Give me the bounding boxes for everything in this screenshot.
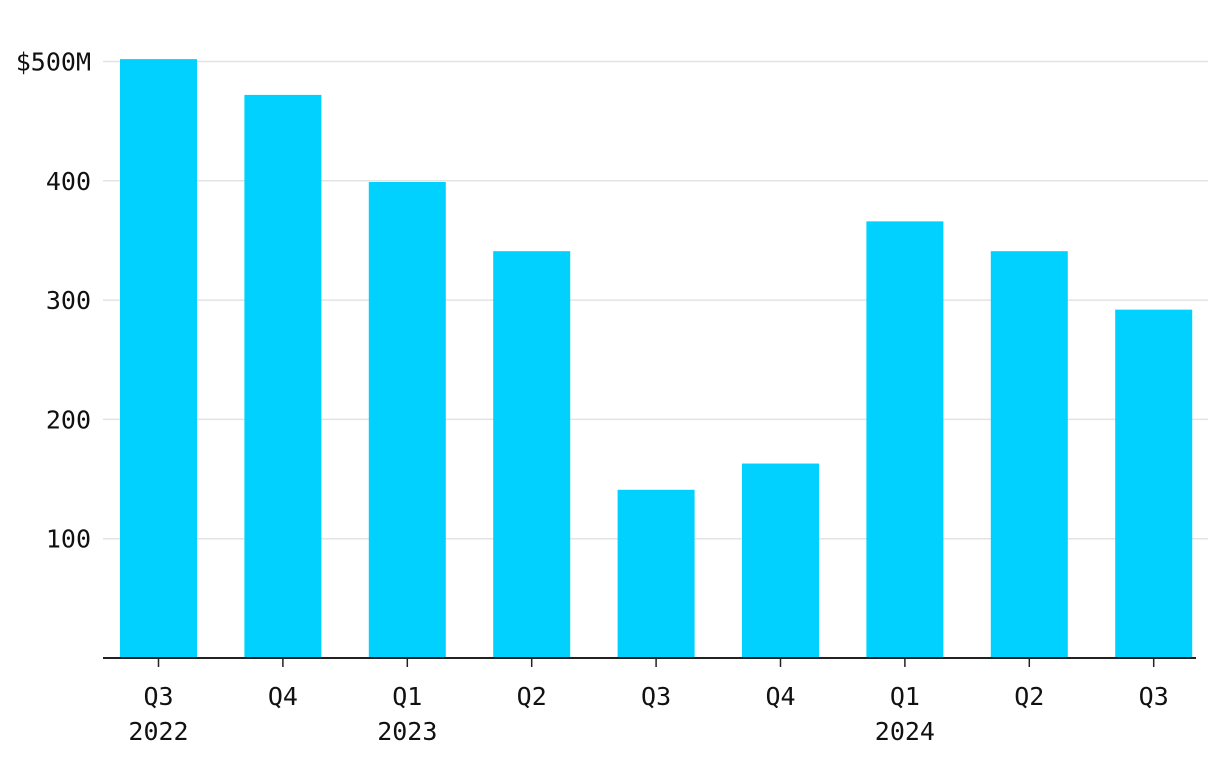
bar	[1115, 309, 1193, 658]
bar	[493, 251, 571, 658]
x-tick-label: Q1	[890, 682, 920, 711]
bar	[742, 463, 819, 658]
bars	[120, 59, 1193, 659]
y-tick-label: 400	[46, 167, 91, 196]
x-year-label: 2023	[377, 717, 437, 746]
x-tick-label: Q4	[765, 682, 795, 711]
bar	[368, 181, 446, 659]
y-axis-tick-labels: 100 200 300 400 $500M	[16, 48, 91, 554]
bar	[990, 251, 1068, 658]
x-year-label: 2024	[875, 717, 935, 746]
x-tick-label: Q3	[143, 682, 173, 711]
x-tick-label: Q2	[1014, 682, 1044, 711]
x-axis-ticks: Q3 2022 Q4 Q1 2023 Q2 Q3 Q4 Q1 2024 Q2 Q3	[128, 658, 1169, 746]
x-tick-label: Q3	[1139, 682, 1169, 711]
bar	[120, 59, 197, 658]
bar	[244, 94, 322, 659]
bar	[617, 489, 695, 658]
x-tick-label: Q2	[517, 682, 547, 711]
x-tick-label: Q4	[268, 682, 298, 711]
x-tick-label: Q3	[641, 682, 671, 711]
x-year-label: 2022	[128, 717, 188, 746]
bar	[866, 221, 944, 658]
y-tick-label: 300	[46, 286, 91, 315]
y-tick-label: $500M	[16, 48, 91, 77]
y-tick-label: 200	[46, 405, 91, 434]
y-tick-label: 100	[46, 525, 91, 554]
x-tick-label: Q1	[392, 682, 422, 711]
